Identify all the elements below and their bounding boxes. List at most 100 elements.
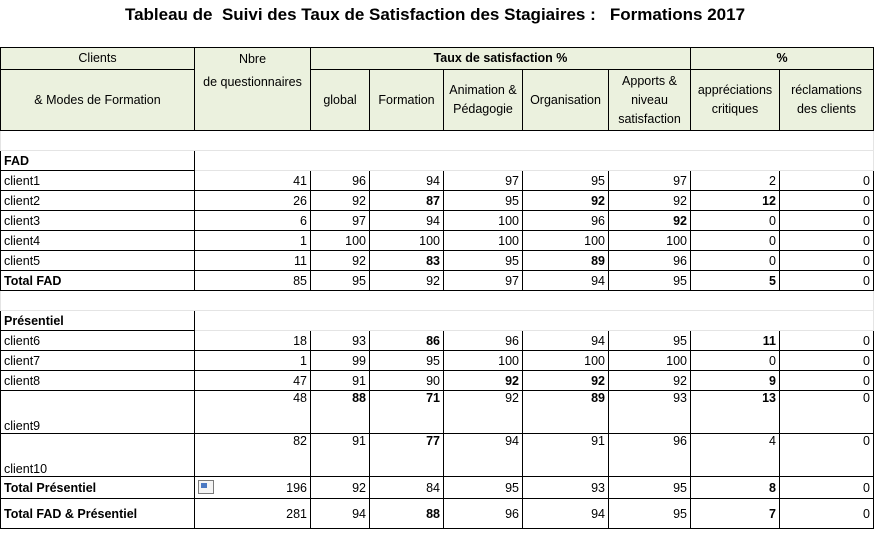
cell-value[interactable]: 71 [369, 390, 444, 434]
cell-value[interactable]: 0 [779, 250, 874, 271]
cell-value[interactable]: 96 [608, 250, 691, 271]
cell-value[interactable]: 87 [369, 190, 444, 211]
section-presentiel[interactable]: Présentiel [0, 310, 195, 331]
cell-value[interactable]: 92 [522, 190, 609, 211]
cell-value[interactable]: 100 [310, 230, 370, 251]
row-label[interactable]: client9 [0, 390, 195, 434]
cell-value[interactable]: 95 [443, 190, 523, 211]
cell-value[interactable]: 95 [608, 476, 691, 499]
row-label[interactable]: client10 [0, 433, 195, 477]
cell-value[interactable]: 100 [369, 230, 444, 251]
cell-value[interactable]: 92 [310, 250, 370, 271]
cell-value[interactable]: 94 [522, 270, 609, 291]
cell-value[interactable]: 13 [690, 390, 780, 434]
cell-value[interactable]: 18 [194, 330, 311, 351]
cell-value[interactable]: 47 [194, 370, 311, 391]
cell-value[interactable]: 92 [443, 390, 523, 434]
cell-value[interactable]: 92 [522, 370, 609, 391]
cell-value[interactable]: 0 [690, 230, 780, 251]
cell-value[interactable]: 96 [310, 170, 370, 191]
cell-value[interactable]: 100 [608, 350, 691, 371]
cell-value[interactable]: 5 [690, 270, 780, 291]
cell-value[interactable]: 95 [608, 498, 691, 529]
cell-value[interactable]: 97 [443, 270, 523, 291]
cell-value[interactable]: 93 [310, 330, 370, 351]
cell-value[interactable]: 0 [779, 350, 874, 371]
cell-value[interactable]: 0 [690, 250, 780, 271]
cell-value[interactable]: 93 [522, 476, 609, 499]
cell-value[interactable]: 95 [443, 250, 523, 271]
cell-value[interactable]: 94 [443, 433, 523, 477]
cell-value[interactable]: 0 [779, 270, 874, 291]
cell-value[interactable]: 95 [522, 170, 609, 191]
cell-value[interactable]: 92 [608, 210, 691, 231]
row-label[interactable]: client8 [0, 370, 195, 391]
row-label[interactable]: Total Présentiel [0, 476, 195, 499]
cell-value[interactable]: 95 [369, 350, 444, 371]
cell-value[interactable]: 96 [608, 433, 691, 477]
cell-value[interactable]: 9 [690, 370, 780, 391]
cell-value[interactable]: 48 [194, 390, 311, 434]
cell-value[interactable]: 92 [310, 190, 370, 211]
cell-value[interactable]: 97 [310, 210, 370, 231]
cell-value[interactable]: 94 [522, 330, 609, 351]
cell-value[interactable]: 0 [690, 350, 780, 371]
cell-value[interactable]: 95 [443, 476, 523, 499]
cell-value[interactable]: 94 [522, 498, 609, 529]
cell-value[interactable]: 97 [608, 170, 691, 191]
cell-value[interactable]: 95 [608, 270, 691, 291]
cell-value[interactable]: 1 [194, 230, 311, 251]
cell-value[interactable]: 1 [194, 350, 311, 371]
cell-value[interactable]: 100 [443, 350, 523, 371]
cell-value[interactable]: 26 [194, 190, 311, 211]
cell-value[interactable]: 0 [779, 170, 874, 191]
cell-value[interactable]: 84 [369, 476, 444, 499]
cell-value[interactable]: 11 [194, 250, 311, 271]
cell-value[interactable]: 95 [310, 270, 370, 291]
cell-value[interactable]: 100 [522, 350, 609, 371]
cell-value[interactable]: 96 [443, 498, 523, 529]
cell-value[interactable]: 91 [310, 370, 370, 391]
row-label[interactable]: client3 [0, 210, 195, 231]
cell-value[interactable]: 7 [690, 498, 780, 529]
cell-value[interactable]: 97 [443, 170, 523, 191]
cell-value[interactable]: 0 [690, 210, 780, 231]
cell-value[interactable]: 100 [522, 230, 609, 251]
row-label[interactable]: Total FAD & Présentiel [0, 498, 195, 529]
cell-value[interactable]: 83 [369, 250, 444, 271]
cell-value[interactable]: 91 [522, 433, 609, 477]
cell-value[interactable]: 89 [522, 390, 609, 434]
row-label[interactable]: Total FAD [0, 270, 195, 291]
cell-value[interactable]: 96 [443, 330, 523, 351]
cell-value[interactable]: 88 [369, 498, 444, 529]
cell-value[interactable]: 82 [194, 433, 311, 477]
cell-value[interactable]: 12 [690, 190, 780, 211]
cell-value[interactable]: 85 [194, 270, 311, 291]
cell-value[interactable]: 11 [690, 330, 780, 351]
cell-value[interactable]: 91 [310, 433, 370, 477]
cell-value[interactable]: 0 [779, 330, 874, 351]
cell-value[interactable]: 41 [194, 170, 311, 191]
row-label[interactable]: client2 [0, 190, 195, 211]
cell-value[interactable]: 100 [443, 230, 523, 251]
cell-value[interactable]: 89 [522, 250, 609, 271]
cell-value[interactable]: 0 [779, 190, 874, 211]
cell-value[interactable]: 96 [522, 210, 609, 231]
cell-value[interactable]: 88 [310, 390, 370, 434]
cell-value[interactable]: 0 [779, 370, 874, 391]
cell-value[interactable]: 92 [608, 370, 691, 391]
section-fad[interactable]: FAD [0, 150, 195, 171]
cell-value[interactable]: 0 [779, 390, 874, 434]
cell-value[interactable]: 93 [608, 390, 691, 434]
cell-value[interactable]: 0 [779, 476, 874, 499]
cell-value[interactable]: 86 [369, 330, 444, 351]
cell-value[interactable]: 95 [608, 330, 691, 351]
cell-value[interactable]: 8 [690, 476, 780, 499]
row-label[interactable]: client6 [0, 330, 195, 351]
cell-value[interactable]: 0 [779, 230, 874, 251]
row-label[interactable]: client4 [0, 230, 195, 251]
cell-value[interactable]: 92 [310, 476, 370, 499]
cell-value[interactable]: 99 [310, 350, 370, 371]
cell-value[interactable]: 0 [779, 498, 874, 529]
cell-value[interactable]: 100 [443, 210, 523, 231]
